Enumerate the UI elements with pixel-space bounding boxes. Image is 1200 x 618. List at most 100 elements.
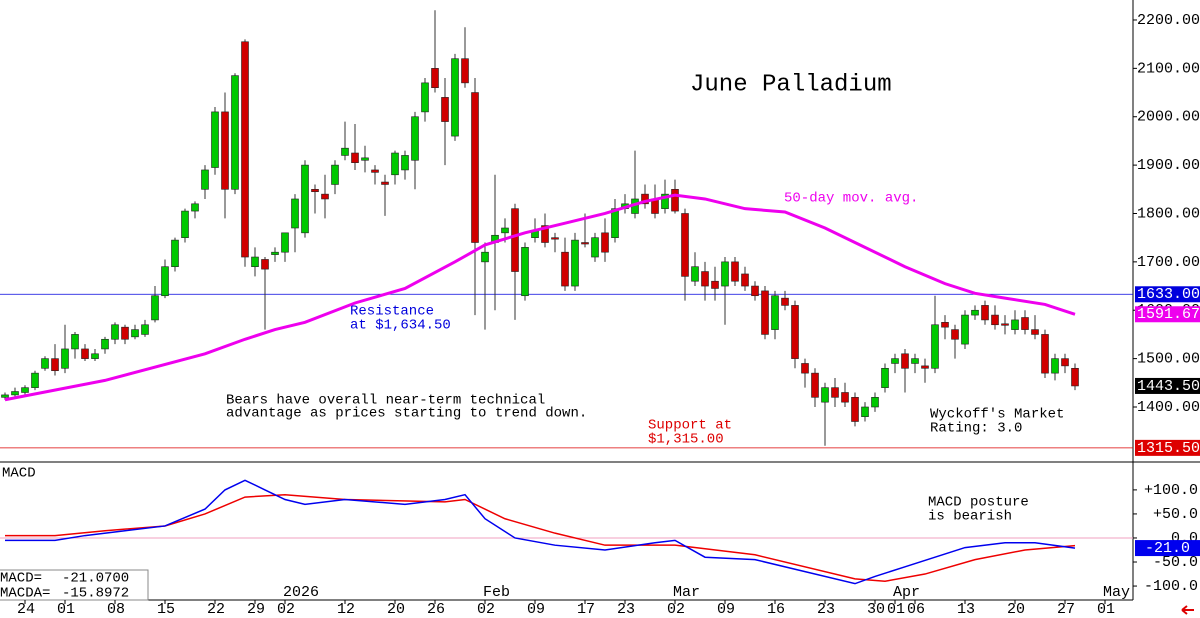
- candle-body: [231, 75, 239, 190]
- x-tick-label: 01: [57, 601, 75, 618]
- level-label: 1315.50: [1137, 440, 1200, 457]
- y-tick-label: 2200.00: [1137, 12, 1200, 29]
- candle-body: [851, 397, 859, 422]
- x-tick-label: 09: [717, 601, 735, 618]
- period-label: May: [1103, 584, 1130, 601]
- candle-body: [301, 164, 309, 234]
- candle-body: [371, 169, 379, 173]
- candle-body: [751, 285, 759, 297]
- x-tick-label: 09: [527, 601, 545, 618]
- candle-body: [311, 188, 319, 193]
- candle-body: [691, 266, 699, 282]
- candle-body: [401, 155, 409, 171]
- candle-body: [781, 297, 789, 306]
- candle-body: [221, 111, 229, 190]
- candle-body: [511, 208, 519, 272]
- candle-body: [561, 251, 569, 287]
- candle-body: [641, 193, 649, 205]
- candle-body: [811, 372, 819, 398]
- candle-body: [161, 266, 169, 297]
- x-tick-label: 20: [1007, 601, 1025, 618]
- ma-label: 50-day mov. avg.: [784, 191, 918, 207]
- x-tick-label: 01: [887, 601, 905, 618]
- candle-body: [921, 365, 929, 369]
- legend-name: MACDA=: [0, 586, 50, 602]
- candle-body: [551, 237, 559, 240]
- candle-body: [211, 111, 219, 168]
- candle-body: [671, 188, 679, 212]
- annotation: Support at: [648, 418, 732, 434]
- candle-body: [711, 280, 719, 289]
- candle-body: [761, 290, 769, 335]
- candle-body: [381, 181, 389, 185]
- x-tick-label: 17: [577, 601, 595, 618]
- y-tick-label: -50.0: [1153, 554, 1198, 571]
- candle-body: [841, 392, 849, 403]
- ma-line: [4, 193, 1076, 402]
- level-label: -21.0: [1145, 540, 1190, 557]
- candle-body: [121, 326, 129, 340]
- y-tick-label: +50.0: [1153, 506, 1198, 523]
- candle-body: [51, 358, 59, 372]
- candle-body: [611, 208, 619, 238]
- level-label: 1633.00: [1137, 286, 1200, 303]
- annotation: Resistance: [350, 304, 434, 320]
- candle-body: [591, 237, 599, 258]
- candle-body: [81, 348, 89, 359]
- candle-body: [421, 82, 429, 113]
- chart-title: June Palladium: [690, 71, 892, 98]
- x-tick-label: 15: [157, 601, 175, 618]
- legend-value: -15.8972: [62, 586, 129, 602]
- candle-body: [681, 213, 689, 277]
- candle-body: [271, 251, 279, 255]
- x-tick-label: 02: [477, 601, 495, 618]
- candle-body: [1041, 334, 1049, 374]
- candle-body: [281, 232, 289, 253]
- candle-body: [1011, 319, 1019, 330]
- x-tick-label: 23: [617, 601, 635, 618]
- candle-body: [251, 256, 259, 268]
- candle-body: [991, 314, 999, 326]
- legend-value: -21.0700: [62, 571, 129, 587]
- y-tick-label: 2100.00: [1137, 60, 1200, 77]
- x-tick-label: 12: [337, 601, 355, 618]
- x-tick-label: 08: [107, 601, 125, 618]
- annotation: $1,315.00: [648, 432, 724, 448]
- candle-body: [31, 372, 39, 388]
- candle-body: [1071, 367, 1079, 387]
- x-tick-label: 06: [907, 601, 925, 618]
- candle-body: [151, 295, 159, 321]
- candle-body: [101, 338, 109, 350]
- candle-body: [291, 198, 299, 229]
- candle-body: [391, 152, 399, 176]
- candle-body: [441, 97, 449, 122]
- annotation: is bearish: [928, 509, 1012, 525]
- candle-body: [461, 58, 469, 84]
- y-tick-label: 1700.00: [1137, 254, 1200, 271]
- candle-body: [661, 193, 669, 209]
- candle-body: [881, 367, 889, 388]
- level-marker: [1135, 306, 1200, 323]
- macd-line: [5, 479, 1076, 585]
- candle-body: [11, 391, 19, 396]
- candle-body: [91, 353, 99, 359]
- y-tick-label: 1800.00: [1137, 205, 1200, 222]
- x-tick-label: 20: [387, 601, 405, 618]
- legend-name: MACD=: [0, 571, 42, 587]
- y-tick-label: 1900.00: [1137, 157, 1200, 174]
- candle-body: [331, 164, 339, 185]
- x-tick-label: 23: [817, 601, 835, 618]
- x-tick-label: 13: [957, 601, 975, 618]
- scroll-arrow[interactable]: [1181, 605, 1194, 615]
- period-label: Apr: [893, 584, 920, 601]
- x-tick-label: 02: [667, 601, 685, 618]
- candle-body: [941, 322, 949, 328]
- period-label: Mar: [673, 584, 700, 601]
- level-marker: [1135, 540, 1200, 557]
- period-label: 2026: [283, 584, 319, 601]
- candle-body: [111, 324, 119, 340]
- macd-line: [5, 493, 1076, 583]
- candle-body: [911, 358, 919, 364]
